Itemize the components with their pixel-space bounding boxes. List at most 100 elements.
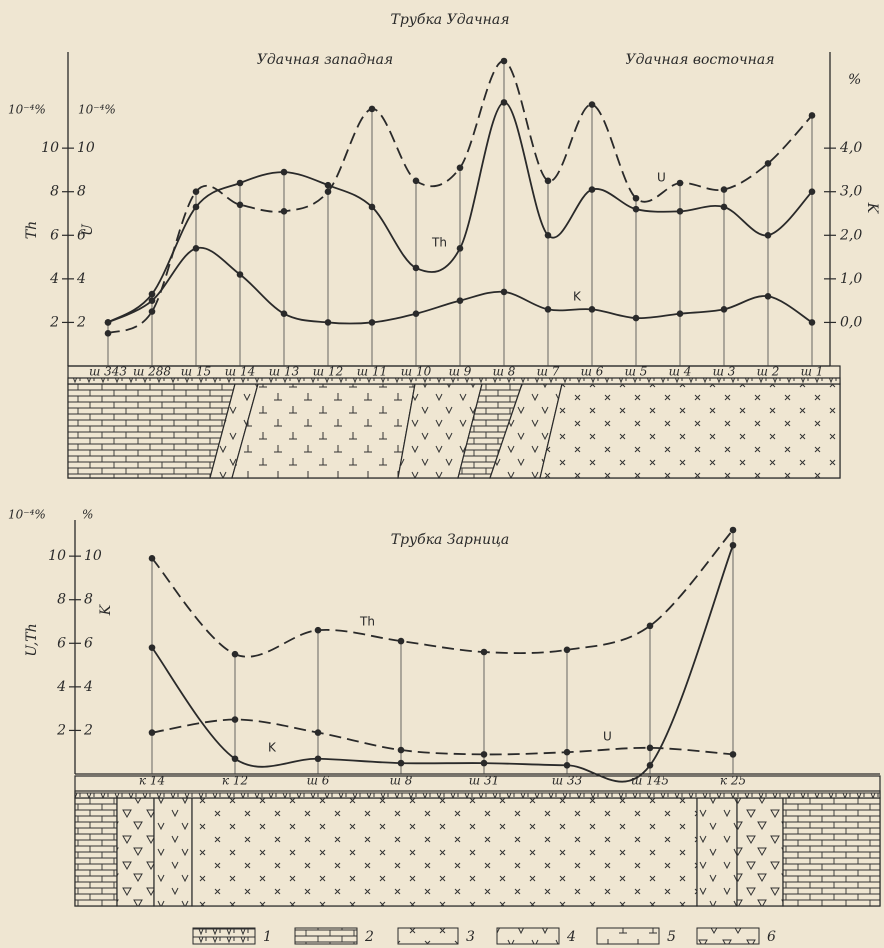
y-tick-label: 8 [50,184,59,200]
series-line [151,529,734,658]
y-tick-label: 10 [41,140,59,156]
y-axis-label: Th [24,221,40,239]
data-point [480,751,488,758]
data-point [646,622,654,630]
data-point [544,231,552,239]
y-axis-unit: 10⁻⁴% [78,103,116,117]
y-tick-label: 8 [57,592,66,608]
data-point [280,208,288,215]
x-tick-label: к 14 [139,774,165,788]
y2-tick-label: 1,0 [840,271,862,287]
data-point [192,203,200,211]
data-point [148,729,156,736]
series-label: Th [431,236,447,250]
y-tick-label: 2 [76,314,86,330]
y2-tick-label: 0,0 [840,314,862,330]
x-tick-label: ш 6 [307,774,330,788]
data-point [676,179,684,187]
data-point [236,201,244,209]
series-label: K [573,290,582,304]
chart-subtitle: Удачная восточная [625,52,774,68]
data-point [231,716,239,723]
x-tick-label: ш 6 [581,365,604,379]
data-point [720,186,728,193]
y2-tick-label: 2,0 [839,227,862,243]
data-point [314,729,322,736]
y-tick-label: 4 [56,679,66,695]
data-point [280,168,288,176]
data-point [412,310,420,318]
x-tick-label: ш 288 [133,365,171,379]
data-point [104,319,112,326]
chart-subtitle: Удачная западная [257,52,393,68]
x-tick-label: ш 11 [357,365,387,379]
data-point [280,310,288,318]
data-point [646,761,654,769]
y-tick-label: 6 [77,227,86,243]
geologic-section [67,365,841,479]
data-point [729,526,737,534]
legend-label: 1 [263,929,272,945]
y-axis-label: K [98,603,114,616]
data-point [500,288,508,296]
y-axis-unit: 10⁻⁴% [8,103,46,117]
data-point [368,203,376,211]
x-tick-label: к 12 [222,774,248,788]
data-point [148,290,156,298]
legend [192,927,760,945]
x-tick-label: ш 9 [449,365,472,379]
data-point [588,306,596,313]
data-point [764,231,772,239]
y-tick-label: 8 [84,592,93,608]
y-tick-label: 2 [56,722,66,738]
data-point [676,208,684,215]
data-point [646,744,654,752]
y-tick-label: 4 [83,679,93,695]
data-point [808,112,816,119]
data-point [236,271,244,278]
series-label: K [268,741,277,755]
series-line [151,544,734,783]
legend-label: 5 [667,929,676,945]
data-point [368,105,376,113]
y2-axis-unit: % [848,72,861,88]
series-label: U [657,171,666,185]
data-point [563,646,571,654]
data-point [720,203,728,211]
x-tick-label: ш 8 [390,774,413,788]
data-point [563,748,571,756]
legend-label: 3 [466,929,475,945]
chart-title: Трубка Зарница [391,532,510,548]
data-point [480,759,488,767]
x-tick-label: ш 13 [269,365,300,379]
y-axis-unit: 10⁻⁴% [8,508,46,522]
legend-label: 2 [364,929,374,945]
data-point [632,314,640,322]
data-point [500,99,508,106]
data-point [368,319,376,326]
y-tick-label: 6 [84,635,93,651]
x-tick-label: ш 2 [757,365,780,379]
data-point [148,555,156,562]
x-tick-label: к 25 [720,774,746,788]
data-point [236,179,244,187]
data-point [588,186,596,193]
data-point [231,650,239,658]
x-tick-label: ш 4 [669,365,692,379]
data-point [632,194,640,202]
y-tick-label: 10 [84,548,102,564]
data-point [192,245,200,252]
data-point [148,297,156,304]
series-label: U [603,730,612,744]
data-point [720,306,728,313]
data-point [456,245,464,252]
data-point [544,177,552,185]
series-line [107,101,813,324]
x-tick-label: ш 1 [801,365,824,379]
data-point [314,626,322,634]
y-tick-label: 10 [48,548,66,564]
y-axis-unit: % [82,508,93,522]
data-point [397,637,405,645]
y-tick-label: 2 [83,722,93,738]
data-point [544,306,552,313]
